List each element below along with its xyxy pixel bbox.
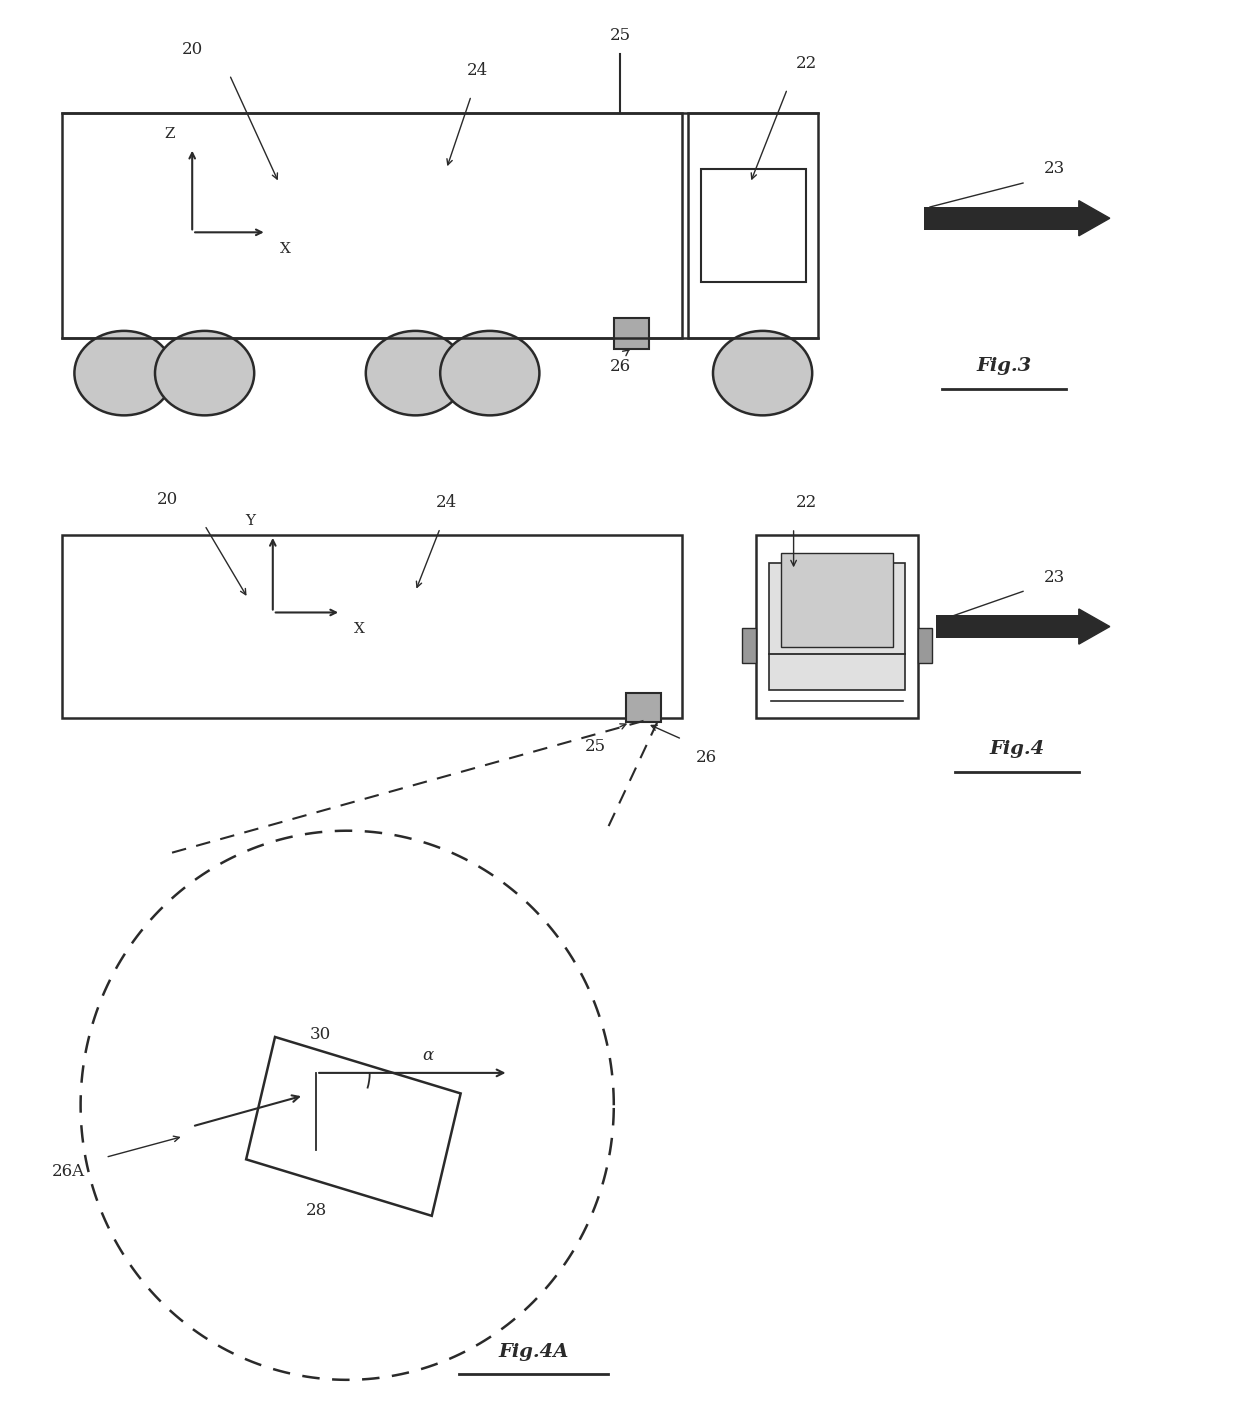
- Text: Z: Z: [165, 127, 175, 141]
- Ellipse shape: [155, 331, 254, 415]
- Polygon shape: [1079, 201, 1110, 235]
- Text: α: α: [422, 1048, 434, 1064]
- Text: Fig.4: Fig.4: [990, 741, 1044, 758]
- Ellipse shape: [74, 331, 174, 415]
- Bar: [769, 563, 905, 690]
- Bar: [62, 535, 682, 718]
- Text: 28: 28: [305, 1202, 327, 1219]
- Polygon shape: [1079, 608, 1110, 643]
- Text: 22: 22: [795, 55, 817, 72]
- Bar: [701, 169, 806, 282]
- Text: 24: 24: [435, 494, 458, 511]
- Text: Fig.4A: Fig.4A: [498, 1343, 568, 1360]
- Bar: [742, 628, 756, 663]
- Bar: [756, 535, 918, 718]
- Bar: [936, 615, 1079, 638]
- Text: 26: 26: [696, 749, 718, 766]
- Bar: [924, 207, 1079, 230]
- Text: 20: 20: [156, 491, 179, 508]
- Text: 25: 25: [609, 27, 631, 44]
- Ellipse shape: [440, 331, 539, 415]
- Text: 23: 23: [1043, 569, 1065, 586]
- Text: 25: 25: [584, 738, 606, 755]
- Text: Fig.3: Fig.3: [977, 358, 1032, 375]
- Text: 22: 22: [795, 494, 817, 511]
- Text: 26A: 26A: [52, 1163, 84, 1180]
- Text: 30: 30: [309, 1026, 331, 1043]
- Text: 20: 20: [181, 41, 203, 58]
- Bar: [781, 553, 893, 648]
- Text: Y: Y: [246, 514, 255, 528]
- Polygon shape: [246, 1036, 461, 1217]
- Text: X: X: [355, 622, 365, 636]
- Bar: [62, 113, 682, 338]
- Text: 24: 24: [466, 62, 489, 79]
- Text: X: X: [280, 242, 290, 256]
- Bar: [626, 694, 661, 721]
- Ellipse shape: [713, 331, 812, 415]
- Text: 26: 26: [609, 358, 631, 375]
- Bar: [614, 318, 649, 349]
- Text: 23: 23: [1043, 161, 1065, 177]
- Bar: [688, 113, 818, 338]
- Ellipse shape: [366, 331, 465, 415]
- Bar: [918, 628, 932, 663]
